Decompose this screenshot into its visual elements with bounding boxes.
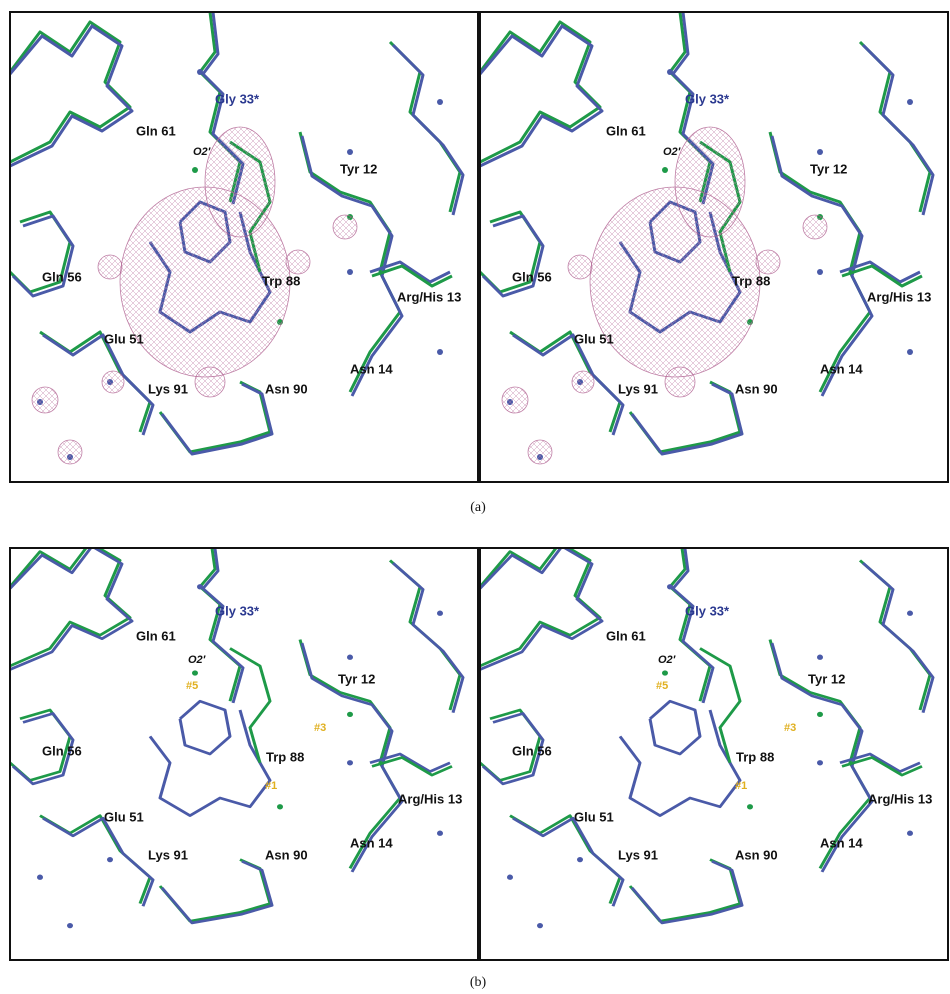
residue-label: Asn 90 [735,381,778,396]
residue-label: Gln 61 [136,123,176,138]
residue-label: Gly 33* [685,91,730,106]
residue-label: Trp 88 [266,749,304,764]
residue-label: Asn 90 [265,847,308,862]
structure-model [10,534,463,928]
structure [10,12,463,464]
residue-label: Lys 91 [618,847,658,862]
residue-label: Gln 61 [606,628,646,643]
residue-label: #1 [735,780,747,792]
structure [10,534,463,928]
structure-model [480,534,933,928]
residue-label: #5 [656,680,668,692]
stereo-view: Gly 33* Gln 61 O2′ #5 Tyr 12 #3 Gln 56 Trp 88 Ar… [480,534,948,960]
residue-label: Gly 33* [215,91,260,106]
residue-label: #3 [314,722,326,734]
residue-label: Arg/His 13 [398,791,462,806]
panel-caption: (a) [470,500,486,515]
residue-label: Lys 91 [148,381,188,396]
panel-caption: (b) [470,975,487,990]
residue-label: O2′ [188,654,207,666]
residue-label: Gln 56 [42,743,82,758]
residue-label: Gln 61 [136,628,176,643]
residue-label: #5 [186,680,198,692]
density-mesh [502,127,827,464]
sticks [10,534,463,928]
residue-label: Asn 14 [350,361,393,376]
residue-label: Gln 61 [606,123,646,138]
residue-label: Lys 91 [618,381,658,396]
residue-label: Trp 88 [736,749,774,764]
residue-label: O2′ [193,146,212,158]
residue-label: Glu 51 [104,809,144,824]
residue-label: Asn 90 [265,381,308,396]
residue-label: #3 [784,722,796,734]
stereo-view: Gly 33* Gln 61 O2′ Tyr 12 Gln 56 Trp 88 Arg/Hi… [480,12,948,482]
residue-label: Asn 14 [820,361,863,376]
residue-label: Glu 51 [574,809,614,824]
residue-label: Tyr 12 [340,161,377,176]
structure [480,12,933,464]
residue-label: Asn 14 [820,835,863,850]
residue-label: O2′ [663,146,682,158]
residue-label: Gln 56 [512,269,552,284]
residue-label: Trp 88 [262,273,300,288]
residue-label: Tyr 12 [810,161,847,176]
residue-label: Gln 56 [512,743,552,758]
residue-label: Lys 91 [148,847,188,862]
residue-label: Glu 51 [104,331,144,346]
residue-label: Glu 51 [574,331,614,346]
residue-label: Trp 88 [732,273,770,288]
structure [480,534,933,928]
residue-label: Asn 90 [735,847,778,862]
figure: Gly 33* Gln 61 O2′ Tyr 12 Gln 56 Trp 88 Arg/Hi… [0,0,950,994]
residue-label: Gln 56 [42,269,82,284]
structure-model [10,12,463,464]
residue-label: Arg/His 13 [867,289,931,304]
residue-label: Gly 33* [215,603,260,618]
residue-label: Gly 33* [685,603,730,618]
residue-label: Tyr 12 [338,671,375,686]
residue-label: O2′ [658,654,677,666]
stereo-view: Gly 33* Gln 61 O2′ Tyr 12 Gln 56 Trp 88 Arg/Hi… [10,12,478,482]
residue-label: #1 [265,780,277,792]
structure-model [480,12,933,464]
density-mesh [32,127,357,464]
sticks [480,534,933,928]
residue-label: Tyr 12 [808,671,845,686]
residue-label: Arg/His 13 [868,791,932,806]
stereo-view: Gly 33* Gln 61 O2′ #5 Tyr 12 #3 Gln 56 Trp 88 Ar… [10,534,478,960]
residue-label: Arg/His 13 [397,289,461,304]
residue-label: Asn 14 [350,835,393,850]
